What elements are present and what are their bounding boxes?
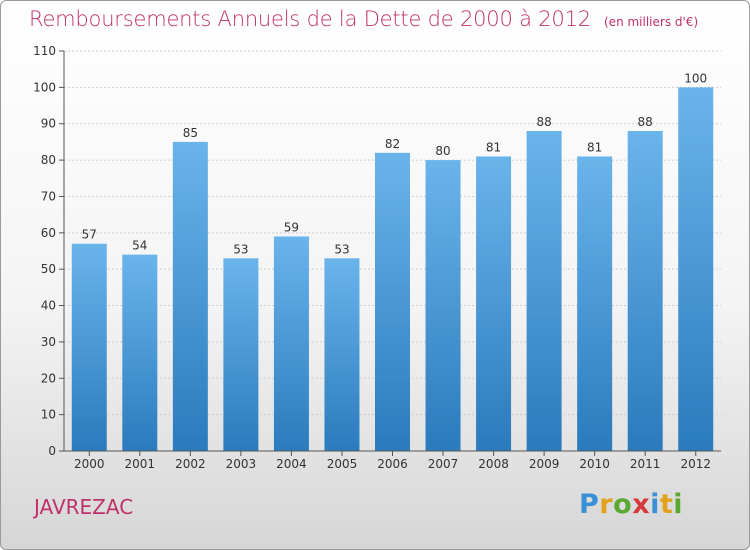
logo-letter: i: [673, 489, 684, 520]
y-tick-label: 10: [41, 408, 56, 422]
bar: [71, 243, 107, 451]
x-tick-label: 2003: [226, 457, 257, 471]
value-label: 88: [638, 115, 653, 129]
x-tick-label: 2007: [428, 457, 459, 471]
unit-text: (en milliers d'€): [604, 15, 699, 29]
x-tick-label: 2012: [680, 457, 711, 471]
value-label: 100: [684, 71, 707, 85]
y-tick-label: 70: [41, 189, 56, 203]
title-text: Remboursements Annuels de la Dette de 20…: [29, 7, 591, 31]
logo-letter: i: [650, 489, 660, 520]
x-tick-label: 2011: [630, 457, 661, 471]
y-tick-label: 0: [48, 444, 56, 458]
bar: [324, 258, 360, 451]
bar: [122, 254, 158, 451]
x-tick-label: 2002: [175, 457, 206, 471]
logo-letter: x: [632, 489, 651, 520]
bar: [678, 87, 714, 451]
y-tick-label: 40: [41, 299, 56, 313]
logo-letter: o: [613, 489, 633, 520]
x-tick-label: 2010: [579, 457, 610, 471]
y-tick-label: 100: [33, 80, 56, 94]
y-tick-label: 90: [41, 117, 56, 131]
proxiti-logo: Proxiti: [579, 489, 683, 520]
bar: [577, 156, 613, 452]
value-label: 81: [486, 140, 501, 154]
bar: [172, 141, 208, 451]
value-label: 54: [132, 239, 147, 253]
bar: [375, 152, 410, 451]
value-label: 80: [435, 144, 450, 158]
city-name: JAVREZAC: [34, 495, 134, 519]
bar: [476, 156, 512, 452]
value-label: 82: [385, 137, 400, 151]
value-label: 53: [233, 242, 248, 256]
x-tick-label: 2008: [478, 457, 509, 471]
bar: [526, 131, 562, 451]
x-tick-label: 2001: [125, 457, 156, 471]
x-tick-label: 2009: [529, 457, 560, 471]
y-tick-label: 80: [41, 153, 56, 167]
y-tick-label: 30: [41, 335, 56, 349]
bar: [273, 236, 309, 451]
logo-letter: r: [599, 489, 614, 520]
bar: [425, 160, 461, 451]
value-label: 88: [536, 115, 551, 129]
axes: 0 10 20 30 40 50 60 70 80 90 100 110 2000 2001 2002 200…: [33, 44, 721, 471]
y-tick-label: 110: [33, 44, 56, 58]
x-tick-label: 2006: [377, 457, 408, 471]
x-tick-label: 2005: [327, 457, 358, 471]
logo-letter: t: [659, 489, 674, 520]
y-tick-label: 20: [41, 371, 56, 385]
value-label: 81: [587, 140, 602, 154]
chart-title: Remboursements Annuels de la Dette de 20…: [29, 7, 698, 31]
y-tick-label: 60: [41, 226, 56, 240]
bar: [627, 131, 663, 451]
x-tick-label: 2004: [276, 457, 307, 471]
logo-letter: P: [579, 489, 600, 520]
y-tick-label: 50: [41, 262, 56, 276]
bars: 57 54 85 53 59 53 82 80 81 88 81 88 100: [71, 71, 714, 452]
bar: [223, 258, 259, 451]
x-tick-label: 2000: [74, 457, 105, 471]
value-label: 57: [82, 228, 97, 242]
value-label: 53: [334, 242, 349, 256]
value-label: 59: [284, 220, 299, 234]
value-label: 85: [183, 126, 198, 140]
